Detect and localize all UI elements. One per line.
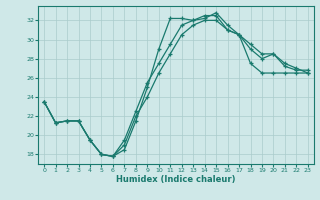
X-axis label: Humidex (Indice chaleur): Humidex (Indice chaleur) <box>116 175 236 184</box>
